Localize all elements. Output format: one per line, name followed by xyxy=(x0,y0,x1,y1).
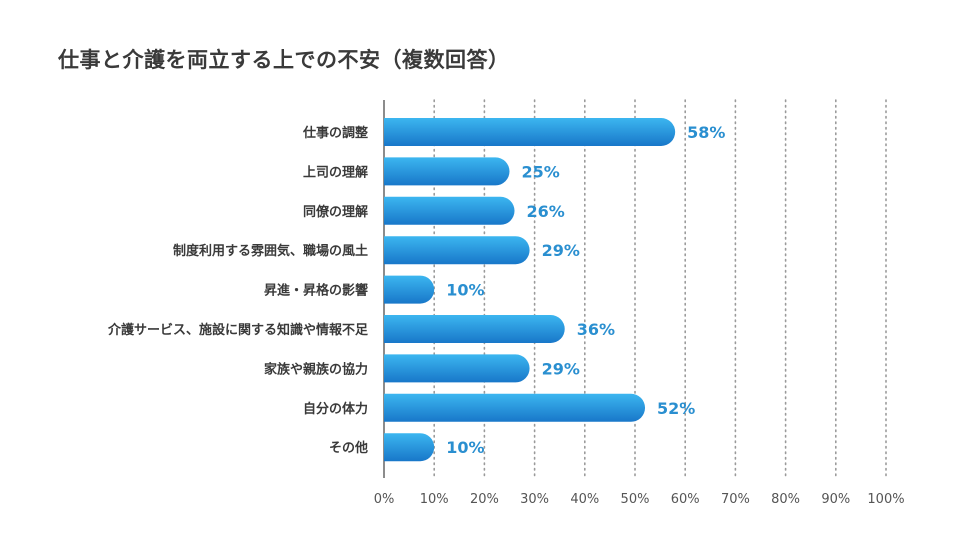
x-tick-label: 100% xyxy=(867,492,904,507)
x-tick-label: 50% xyxy=(621,492,650,507)
value-label: 25% xyxy=(522,162,560,181)
value-label: 26% xyxy=(527,202,565,221)
bar xyxy=(384,236,530,265)
bars: 仕事の調整 58% 上司の理解 25% 同僚の理解 26% 制度利用する雰囲気、職場の風土 2… xyxy=(107,118,725,462)
bar xyxy=(384,196,515,225)
bar xyxy=(384,393,646,422)
category-label: 上司の理解 xyxy=(303,164,368,180)
x-tick-label: 10% xyxy=(420,492,449,507)
x-tick-label: 70% xyxy=(721,492,750,507)
x-tick-label: 30% xyxy=(520,492,549,507)
bar xyxy=(384,118,676,146)
x-axis-ticks: 0% 10% 20% 30% 40% 50% 60% 70% 80% 90% 100% xyxy=(374,492,905,507)
category-label: 介護サービス、施設に関する知識や情報不足 xyxy=(107,322,369,338)
category-label: その他 xyxy=(329,440,368,456)
category-label: 仕事の調整 xyxy=(302,125,369,141)
category-label: 昇進・昇格の影響 xyxy=(264,283,368,299)
category-label: 家族や親族の協力 xyxy=(264,361,368,377)
category-label: 制度利用する雰囲気、職場の風土 xyxy=(173,243,368,259)
value-label: 29% xyxy=(542,359,580,378)
bar xyxy=(384,157,510,186)
bar xyxy=(384,433,435,462)
x-tick-label: 0% xyxy=(374,492,395,507)
x-tick-label: 40% xyxy=(570,492,599,507)
x-tick-label: 60% xyxy=(671,492,700,507)
chart-title: 仕事と介護を両立する上での不安（複数回答） xyxy=(58,48,510,72)
value-label: 58% xyxy=(687,123,725,142)
bar xyxy=(384,275,435,304)
value-label: 10% xyxy=(446,438,484,457)
x-tick-label: 80% xyxy=(771,492,800,507)
bar xyxy=(384,315,565,343)
value-label: 10% xyxy=(446,281,484,300)
value-label: 29% xyxy=(542,241,580,260)
category-label: 同僚の理解 xyxy=(303,204,368,220)
x-tick-label: 90% xyxy=(821,492,850,507)
bar xyxy=(384,354,530,383)
value-label: 52% xyxy=(657,399,695,418)
x-tick-label: 20% xyxy=(470,492,499,507)
value-label: 36% xyxy=(577,320,615,339)
category-label: 自分の体力 xyxy=(303,401,368,417)
